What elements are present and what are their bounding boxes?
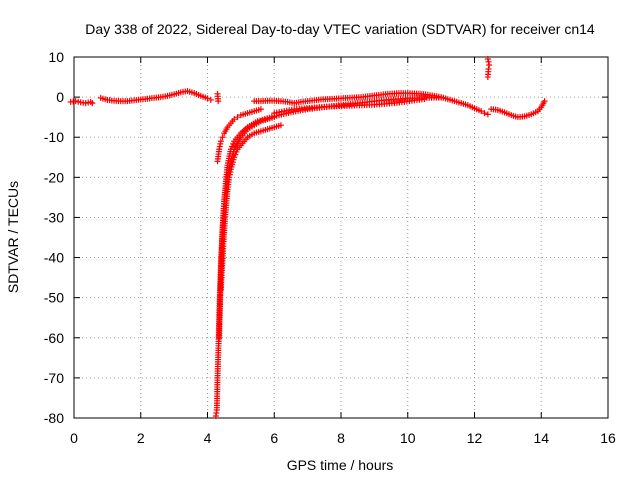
data-point-fill [232,151,239,158]
axis-ticks: 0 2 4 6 8 10 12 14 16 10 0 -10 -20 -30 -40 -50 -60 -70 -80 [44,49,616,446]
x-tick-label: 14 [533,430,549,446]
data-point [486,62,493,69]
data-point-fill [233,148,240,155]
y-tick-label: -40 [44,250,64,266]
chart-title: Day 338 of 2022, Sidereal Day-to-day VTE… [85,21,595,37]
x-tick-label: 10 [400,430,416,446]
data-points [67,56,548,419]
data-point [231,154,238,161]
data-point [227,146,234,153]
x-axis-label: GPS time / hours [287,457,394,473]
y-tick-label: -80 [44,410,64,426]
y-axis-label: SDTVAR / TECUs [5,181,21,293]
data-point [484,56,491,63]
x-tick-label: 0 [70,430,78,446]
y-tick-label: 10 [48,49,64,65]
data-point [207,96,214,103]
data-point [481,110,488,117]
y-tick-label: -50 [44,290,64,306]
y-tick-label: -30 [44,209,64,225]
y-tick-label: -20 [44,169,64,185]
data-point [257,106,264,113]
data-point [219,134,226,141]
data-point [541,98,548,105]
grid [74,57,608,418]
data-point [484,74,491,81]
data-point-fill [228,143,235,150]
x-tick-label: 12 [467,430,483,446]
data-point [89,100,96,107]
x-tick-label: 16 [600,430,616,446]
data-point-fill [230,140,237,147]
data-point [484,111,491,118]
data-point [234,114,241,121]
data-point [421,96,428,103]
y-tick-label: -10 [44,129,64,145]
data-point [231,116,238,123]
data-point [478,108,485,115]
data-point [485,58,492,65]
data-point [204,95,211,102]
x-tick-label: 2 [137,430,145,446]
data-point [217,138,224,145]
y-tick-label: -60 [44,330,64,346]
x-tick-label: 4 [204,430,212,446]
y-tick-label: -70 [44,370,64,386]
y-tick-label: 0 [56,89,64,105]
x-tick-label: 6 [270,430,278,446]
data-point [277,122,284,129]
data-point [215,98,222,105]
x-tick-label: 8 [337,430,345,446]
